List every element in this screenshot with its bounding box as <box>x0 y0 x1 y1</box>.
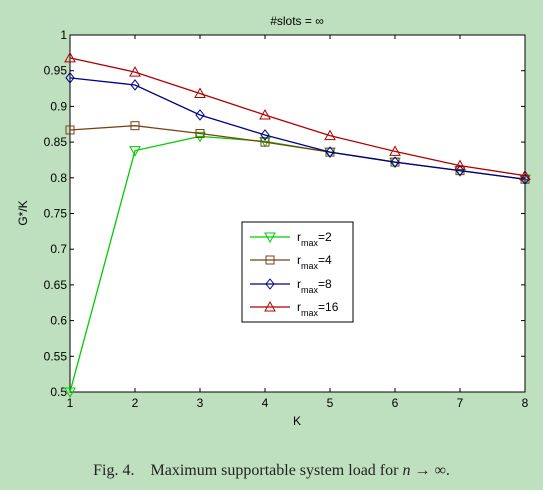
x-axis-title: K <box>293 414 301 428</box>
y-axis-title: G*/K <box>16 200 30 225</box>
figure-caption: Fig. 4. Maximum supportable system load … <box>0 462 543 480</box>
legend-label: rmax=4 <box>297 253 332 271</box>
legend-marker <box>265 255 275 265</box>
data-point <box>519 169 531 181</box>
x-tick-label: 7 <box>457 396 464 410</box>
x-tick-label: 5 <box>327 396 334 410</box>
legend-label: rmax=16 <box>297 300 339 318</box>
data-point <box>390 156 400 168</box>
chart: 1 2 3 4 5 6 7 8 0.5 0.55 0.6 0.65 0.7 0.75 0.8 0.85 0.9 0… <box>16 14 531 428</box>
data-point <box>130 121 140 131</box>
data-point <box>389 145 401 156</box>
x-tick-label: 6 <box>392 396 399 410</box>
data-point <box>194 87 206 99</box>
plot-area <box>69 34 526 393</box>
y-tick-label: 0.95 <box>44 64 68 78</box>
data-point <box>260 129 270 141</box>
series-4 <box>64 51 531 181</box>
data-point <box>194 131 206 143</box>
y-tick-label: 0.85 <box>44 135 68 149</box>
data-point <box>325 146 335 158</box>
y-tick-label: 0.55 <box>44 349 68 363</box>
y-tick-label: 0.8 <box>50 171 67 185</box>
data-point <box>195 129 205 139</box>
data-point <box>455 164 465 177</box>
y-tick-label: 0.9 <box>50 99 67 113</box>
x-tick-label: 8 <box>522 396 529 410</box>
x-tick-label: 3 <box>197 396 204 410</box>
series-line <box>69 57 526 177</box>
legend-box <box>241 221 354 323</box>
data-point <box>454 159 466 171</box>
data-point <box>324 129 336 141</box>
y-tick-label: 1 <box>60 28 67 42</box>
legend-marker <box>264 232 276 244</box>
data-point <box>129 66 141 77</box>
data-point <box>65 125 75 135</box>
series-3 <box>65 72 530 186</box>
data-point <box>129 146 141 157</box>
legend-label: rmax=8 <box>297 277 332 295</box>
axis-ticks: 1 2 3 4 5 6 7 8 0.5 0.55 0.6 0.65 0.7 0.75 0.8 0.85 0.9 0… <box>44 28 529 410</box>
legend-label: rmax=2 <box>297 230 332 248</box>
y-tick-label: 0.7 <box>50 242 67 256</box>
x-tick-label: 1 <box>67 396 74 410</box>
y-tick-label: 0.65 <box>44 278 68 292</box>
legend: rmax=2 rmax=4 rmax=8 rmax=16 <box>241 221 354 323</box>
x-tick-label: 2 <box>132 396 139 410</box>
data-point <box>195 109 205 121</box>
y-tick-label: 0.6 <box>50 314 67 328</box>
chart-title: #slots = ∞ <box>270 14 324 28</box>
data-point <box>260 137 270 147</box>
data-point <box>65 72 75 84</box>
figure-label: Fig. 4. <box>93 462 135 479</box>
caption-text: Maximum supportable system load for <box>150 462 399 479</box>
y-tick-label: 0.75 <box>44 207 68 221</box>
series-line <box>69 77 526 180</box>
data-point <box>259 108 271 120</box>
data-point <box>520 173 530 186</box>
legend-marker <box>264 300 276 312</box>
data-point <box>64 51 76 63</box>
data-point <box>64 387 76 399</box>
y-tick-label: 0.5 <box>50 385 67 399</box>
x-tick-label: 4 <box>262 396 269 410</box>
series-layer <box>64 51 531 399</box>
legend-marker <box>265 278 275 290</box>
caption-math-rest: → ∞. <box>414 462 450 479</box>
caption-math-var: n <box>402 462 411 479</box>
data-point <box>130 79 140 91</box>
